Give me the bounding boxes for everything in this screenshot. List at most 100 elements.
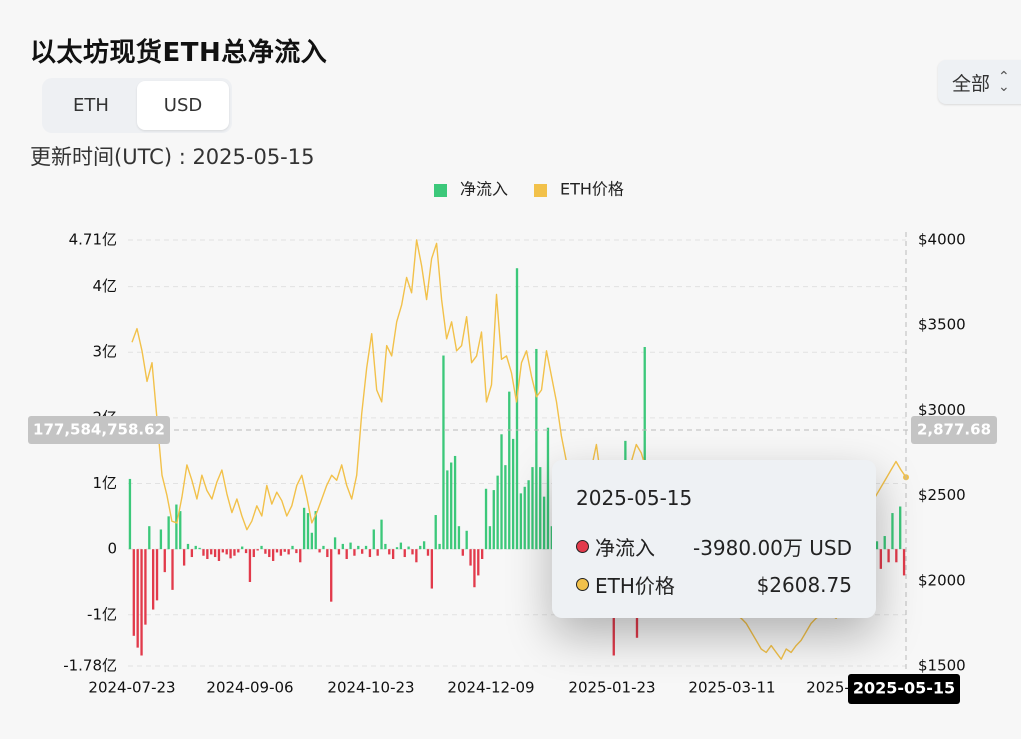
tooltip-row-price: ETH价格 $2608.75 xyxy=(576,570,852,599)
chart-bar xyxy=(361,549,364,554)
chart-bar xyxy=(268,549,271,558)
chart-bar xyxy=(469,549,472,566)
chart-bar xyxy=(306,513,310,550)
chart-bar xyxy=(380,519,383,550)
unit-usd-button[interactable]: USD xyxy=(137,81,229,130)
chart-bar xyxy=(291,545,294,550)
legend-label: 净流入 xyxy=(460,180,508,199)
chart-bar xyxy=(175,504,178,550)
chart-bar xyxy=(395,547,399,550)
legend-swatch xyxy=(534,184,547,197)
chart-bar xyxy=(391,549,395,560)
chart-bar xyxy=(206,549,209,560)
page-title: 以太坊现货ETH总净流入 xyxy=(30,38,328,68)
y-left-tick-label: -1.78亿 xyxy=(63,657,117,675)
chart-bar xyxy=(879,549,883,569)
chart-bar xyxy=(407,546,410,550)
y-left-tick-label: -1亿 xyxy=(87,605,117,623)
chart-bar xyxy=(523,486,526,550)
chart-bar xyxy=(891,513,894,550)
chart-bar xyxy=(260,545,263,550)
chart-bar xyxy=(488,526,492,550)
y-left-tick-label: 1亿 xyxy=(92,474,117,492)
chart-bar xyxy=(434,515,437,550)
chart-bar xyxy=(349,542,352,550)
x-tick-label: 2025-03-11 xyxy=(688,679,775,697)
chart-bar xyxy=(457,526,461,550)
chart-bar xyxy=(322,545,325,550)
chart-bar xyxy=(484,488,488,550)
chart-bar xyxy=(233,549,236,556)
unit-eth-button[interactable]: ETH xyxy=(73,95,109,116)
chart-bar xyxy=(519,493,523,550)
chart-bar xyxy=(465,530,468,550)
chart-bar xyxy=(508,391,511,550)
y-right-tick-label: $4000 xyxy=(918,231,966,249)
chart-bar xyxy=(411,549,414,555)
y-right-tick-label: $2500 xyxy=(918,486,966,504)
chart-bar xyxy=(190,549,194,558)
legend-swatch xyxy=(434,184,447,197)
chart-bar xyxy=(128,478,132,550)
tooltip-date: 2025-05-15 xyxy=(576,486,693,510)
chart-bar xyxy=(643,346,646,550)
chart-bar xyxy=(388,549,391,555)
chart-bar xyxy=(144,549,147,625)
chart-bar xyxy=(295,549,298,554)
chart-bar xyxy=(213,549,217,558)
chart-bar xyxy=(155,549,159,601)
x-tick-label: 2024-10-23 xyxy=(327,679,414,697)
chart-bar xyxy=(171,549,174,590)
chart-bar xyxy=(875,541,879,550)
chart-bar xyxy=(887,549,890,563)
tooltip-label: 净流入 xyxy=(595,536,655,560)
chart-bar xyxy=(167,516,170,550)
chart-bar xyxy=(895,549,898,563)
chart-bar xyxy=(403,549,406,558)
chart-bar xyxy=(399,542,403,550)
chart-bar xyxy=(477,549,480,576)
chart-bar xyxy=(453,455,457,550)
chart-bar xyxy=(194,545,197,550)
tooltip-row-inflow: 净流入 -3980.00万 USD xyxy=(576,532,852,561)
chart-bar xyxy=(504,465,507,550)
tooltip-value: $2608.75 xyxy=(756,572,852,597)
tooltip-dot-inflow xyxy=(576,540,589,553)
chart-bar xyxy=(264,549,267,554)
y-left-tick-label: 3亿 xyxy=(92,343,117,361)
chart-bar xyxy=(136,549,139,648)
chart-bar xyxy=(241,546,244,550)
chart-bar xyxy=(546,427,550,550)
chart-bar xyxy=(179,511,182,550)
chart-bar xyxy=(535,348,538,550)
chart-bar xyxy=(159,529,163,550)
chart-bar xyxy=(237,549,240,553)
chart-bar xyxy=(527,480,530,550)
chart-bar xyxy=(287,549,290,555)
chart-bar xyxy=(326,549,329,558)
chart-bar xyxy=(299,549,302,563)
chart-bar xyxy=(430,549,434,589)
y-left-tick-label: 0 xyxy=(107,540,117,558)
range-select[interactable]: 全部 ⌃ ⌄ xyxy=(938,60,1021,104)
chart-bar xyxy=(151,549,155,610)
crosshair-right-tag xyxy=(911,416,997,444)
chart-bar xyxy=(221,549,224,553)
price-line xyxy=(131,239,907,660)
y-right-tick-label: $2000 xyxy=(918,571,966,589)
unit-toggle: ETH USD xyxy=(42,78,232,133)
chart-bar xyxy=(415,549,418,563)
chart-bar xyxy=(542,496,546,550)
chart-tooltip: 2025-05-15 净流入 -3980.00万 USD ETH价格 $2608… xyxy=(552,460,876,618)
crosshair-x-label: 2025-05-15 xyxy=(853,679,955,698)
chart-bar xyxy=(271,549,275,561)
chart-bar xyxy=(345,549,348,560)
chart-bar xyxy=(140,549,143,656)
chart-bar xyxy=(182,549,186,566)
y-left-tick-label: 4亿 xyxy=(92,277,117,295)
chart-bar xyxy=(148,526,151,550)
chart-bar xyxy=(198,547,201,550)
chevron-updown-icon: ⌃ ⌄ xyxy=(998,69,1010,95)
chart-bar xyxy=(314,511,317,550)
